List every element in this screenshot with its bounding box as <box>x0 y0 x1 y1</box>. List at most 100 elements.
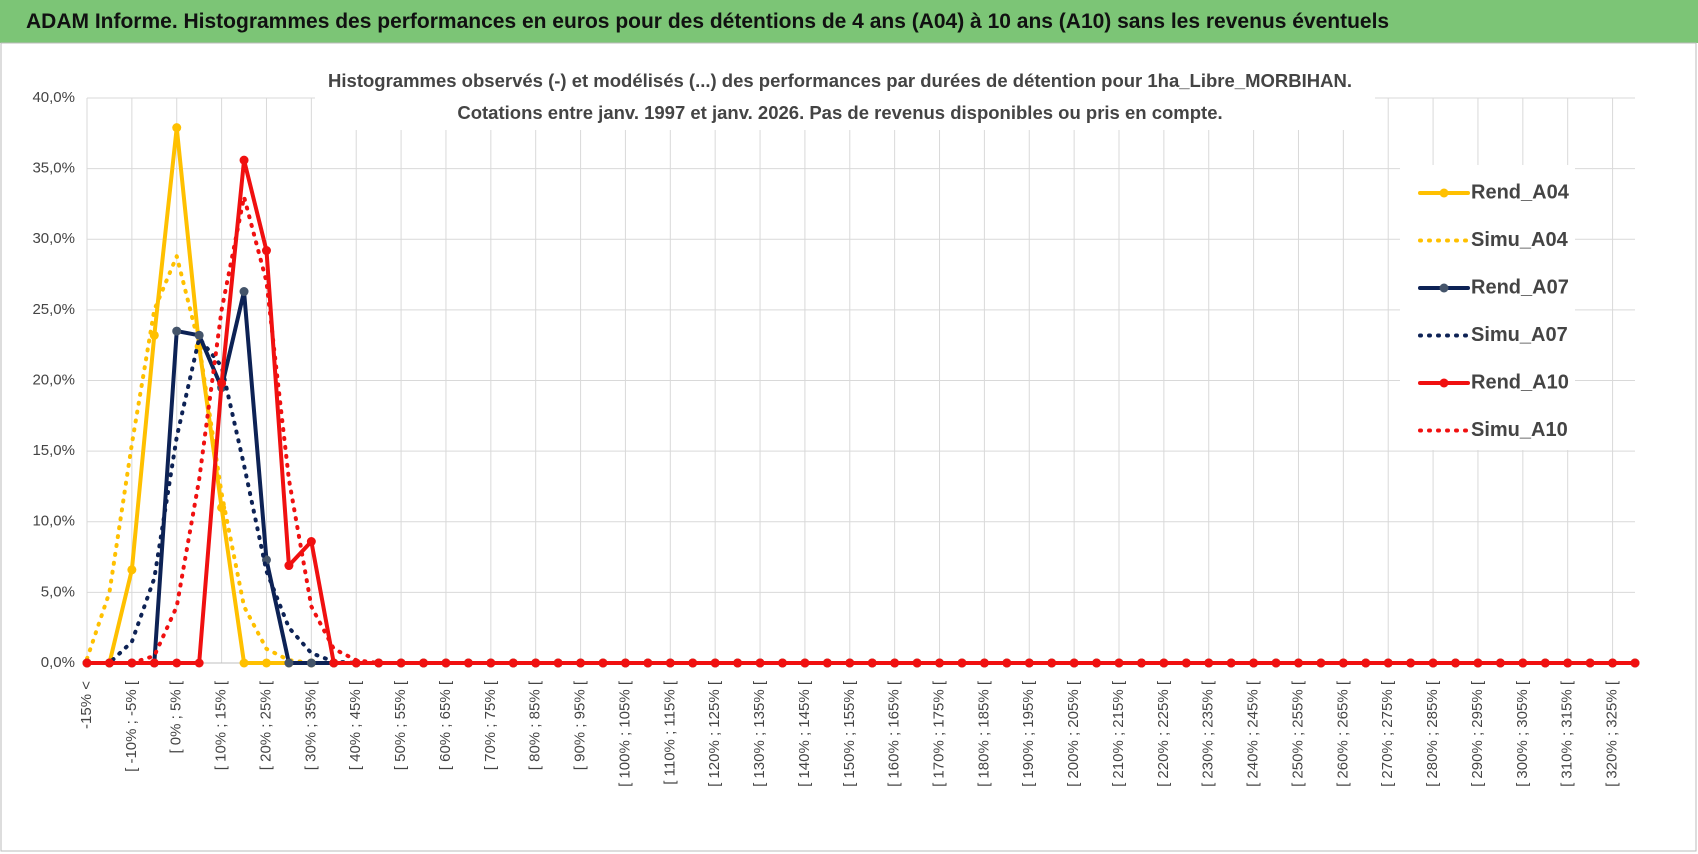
x-tick-label: [ 110% ; 115% [ <box>661 680 678 785</box>
data-point <box>598 658 608 668</box>
data-point <box>172 326 182 336</box>
x-tick-label: [ 300% ; 305% [ <box>1514 680 1531 787</box>
data-point <box>1473 658 1483 668</box>
y-tick-label: 25,0% <box>32 301 75 318</box>
data-point <box>822 658 832 668</box>
data-point <box>508 658 518 668</box>
legend-label: Rend_A04 <box>1471 181 1570 203</box>
data-point <box>643 658 653 668</box>
x-tick-label: [ 240% ; 245% [ <box>1245 680 1262 787</box>
data-point <box>104 658 114 668</box>
data-point <box>867 658 877 668</box>
x-tick-label: -15% < <box>78 681 95 729</box>
legend-label: Simu_A07 <box>1471 324 1568 346</box>
x-tick-label: [ 10% ; 15% [ <box>213 680 230 770</box>
x-tick-label: [ 80% ; 85% [ <box>527 680 544 770</box>
data-point <box>1181 658 1191 668</box>
chart-frame <box>0 42 1697 852</box>
data-point <box>284 561 294 571</box>
x-tick-label: [ 120% ; 125% [ <box>706 680 723 787</box>
data-point <box>1383 658 1393 668</box>
x-tick-label: [ 230% ; 235% [ <box>1200 680 1217 787</box>
y-tick-label: 20,0% <box>32 371 75 388</box>
data-point <box>912 658 922 668</box>
data-point <box>1608 658 1618 668</box>
x-tick-label: [ 220% ; 225% [ <box>1155 680 1172 787</box>
x-tick-label: [ 130% ; 135% [ <box>751 680 768 787</box>
data-point <box>306 537 316 547</box>
x-tick-label: [ 140% ; 145% [ <box>796 680 813 787</box>
data-point <box>149 658 159 668</box>
data-point <box>239 658 249 668</box>
y-tick-label: 40,0% <box>32 89 75 106</box>
data-point <box>239 287 249 297</box>
data-point <box>1518 658 1528 668</box>
x-tick-label: [ 160% ; 165% [ <box>886 680 903 787</box>
y-tick-label: 5,0% <box>41 583 75 600</box>
x-tick-label: [ 290% ; 295% [ <box>1469 680 1486 787</box>
data-point <box>957 658 967 668</box>
data-point <box>1002 658 1012 668</box>
x-tick-label: [ -10% ; -5% [ <box>123 680 140 772</box>
x-tick-label: [ 260% ; 265% [ <box>1334 680 1351 787</box>
chart-subtitle: Cotations entre janv. 1997 et janv. 2026… <box>457 102 1222 123</box>
legend-background <box>1400 165 1575 450</box>
x-tick-label: [ 100% ; 105% [ <box>616 680 633 787</box>
x-tick-label: [ 180% ; 185% [ <box>975 680 992 787</box>
data-point <box>194 330 204 340</box>
x-tick-label: [ 150% ; 155% [ <box>841 680 858 787</box>
x-tick-label: [ 90% ; 95% [ <box>572 680 589 770</box>
y-tick-label: 10,0% <box>32 513 75 530</box>
data-point <box>733 658 743 668</box>
x-tick-label: [ 30% ; 35% [ <box>302 680 319 770</box>
legend-marker <box>1439 283 1449 293</box>
x-tick-label: [ 190% ; 195% [ <box>1020 680 1037 787</box>
x-tick-label: [ 250% ; 255% [ <box>1289 680 1306 787</box>
x-tick-label: [ 170% ; 175% [ <box>930 680 947 787</box>
data-point <box>463 658 473 668</box>
x-tick-label: [ 320% ; 325% [ <box>1604 680 1621 787</box>
x-tick-label: [ 310% ; 315% [ <box>1559 680 1576 787</box>
x-tick-label: [ 60% ; 65% [ <box>437 680 454 770</box>
data-point <box>217 378 227 388</box>
data-point <box>306 658 316 668</box>
data-point <box>688 658 698 668</box>
data-point <box>329 658 339 668</box>
data-point <box>284 658 294 668</box>
x-tick-label: [ 40% ; 45% [ <box>347 680 364 770</box>
y-tick-label: 15,0% <box>32 442 75 459</box>
legend-label: Rend_A07 <box>1471 276 1569 298</box>
y-tick-label: 35,0% <box>32 160 75 177</box>
x-tick-label: [ 270% ; 275% [ <box>1379 680 1396 787</box>
data-point <box>1047 658 1057 668</box>
data-point <box>172 658 182 668</box>
data-point <box>777 658 787 668</box>
data-point <box>127 565 137 575</box>
legend-marker <box>1439 188 1449 198</box>
data-point <box>1136 658 1146 668</box>
data-point <box>172 123 182 133</box>
x-tick-label: [ 200% ; 205% [ <box>1065 680 1082 787</box>
data-point <box>374 658 384 668</box>
x-tick-label: [ 50% ; 55% [ <box>392 680 409 770</box>
data-point <box>261 658 271 668</box>
x-tick-label: [ 0% ; 5% [ <box>168 680 185 753</box>
data-point <box>553 658 563 668</box>
data-point <box>1428 658 1438 668</box>
legend-label: Rend_A10 <box>1471 371 1569 393</box>
legend-label: Simu_A10 <box>1471 419 1568 441</box>
x-tick-label: [ 20% ; 25% [ <box>257 680 274 770</box>
data-point <box>1092 658 1102 668</box>
data-point <box>1563 658 1573 668</box>
x-tick-label: [ 210% ; 215% [ <box>1110 680 1127 787</box>
page-header: ADAM Informe. Histogrammes des performan… <box>0 0 1698 43</box>
data-point <box>419 658 429 668</box>
x-tick-label: [ 70% ; 75% [ <box>482 680 499 770</box>
legend-label: Simu_A04 <box>1471 229 1569 251</box>
data-point <box>261 246 271 256</box>
title-background <box>315 66 1375 130</box>
y-tick-label: 0,0% <box>41 654 75 671</box>
data-point <box>239 155 249 165</box>
